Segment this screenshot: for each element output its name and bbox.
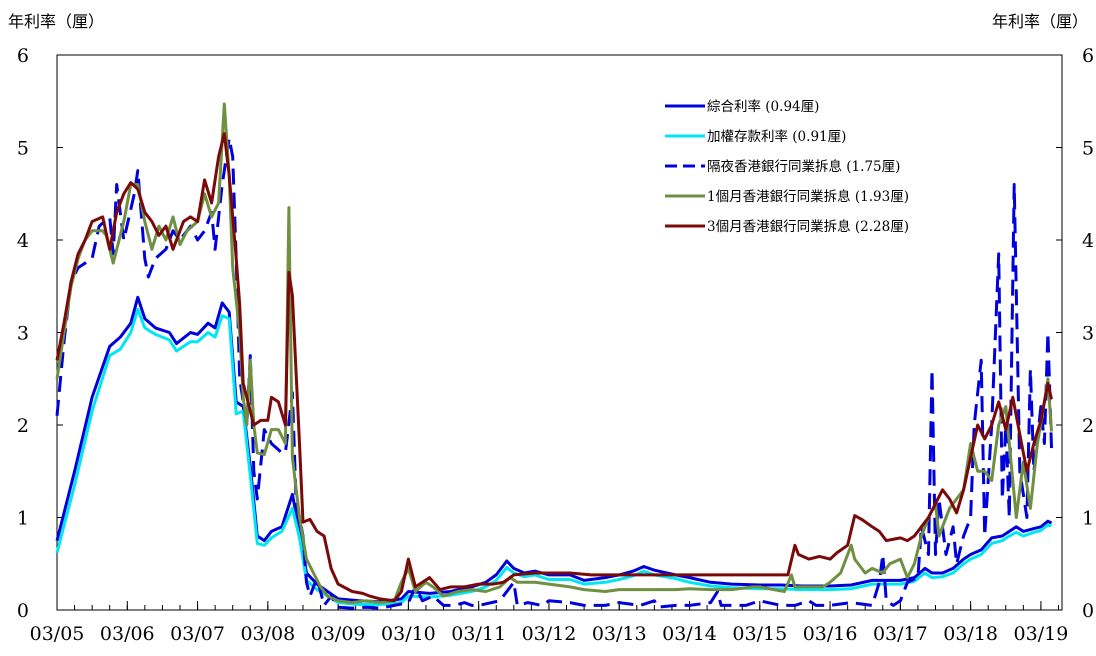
x-tick-label: 03/08	[240, 623, 295, 645]
y-tick-label-right: 3	[1082, 323, 1094, 345]
y-tick-label-right: 5	[1082, 138, 1094, 160]
x-tick-label: 03/11	[451, 623, 506, 645]
x-tick-label: 03/15	[732, 623, 787, 645]
legend-label-2: 加權存款利率 (0.91厘)	[707, 128, 846, 145]
x-tick-label: 03/10	[381, 623, 436, 645]
x-tick-label: 03/18	[943, 623, 998, 645]
y-tick-label-right: 2	[1082, 415, 1094, 437]
x-tick-label: 03/19	[1014, 623, 1069, 645]
y-tick-label-right: 1	[1082, 508, 1094, 530]
y-tick-label-right: 0	[1082, 600, 1094, 622]
x-tick-label: 03/05	[30, 623, 85, 645]
legend-label-3: 隔夜香港銀行同業拆息 (1.75厘)	[707, 158, 900, 175]
y-tick-label-left: 2	[17, 415, 29, 437]
x-tick-label: 03/12	[522, 623, 577, 645]
x-tick-label: 03/17	[873, 623, 928, 645]
series-line-3	[55, 136, 1053, 610]
x-tick-label: 03/13	[592, 623, 647, 645]
y-tick-label-left: 4	[17, 230, 29, 252]
y-tick-label-left: 5	[17, 138, 29, 160]
x-tick-label: 03/06	[100, 623, 155, 645]
y-tick-label-left: 3	[17, 323, 29, 345]
legend-label-4: 1個月香港銀行同業拆息 (1.93厘)	[707, 188, 909, 205]
x-tick-label: 03/16	[803, 623, 858, 645]
y-tick-label-left: 1	[17, 508, 29, 530]
y-tick-label-left: 6	[17, 45, 29, 67]
y-tick-label-right: 6	[1082, 45, 1094, 67]
y-axis-unit-right: 年利率（厘）	[991, 12, 1088, 31]
series-line-5	[55, 132, 1053, 603]
x-tick-label: 03/07	[170, 623, 225, 645]
legend-label-5: 3個月香港銀行同業拆息 (2.28厘)	[707, 218, 909, 235]
y-axis-unit-left: 年利率（厘）	[8, 12, 105, 31]
series-line-2	[55, 307, 1052, 606]
x-tick-label: 03/14	[662, 623, 717, 645]
legend-label-1: 綜合利率 (0.94厘)	[707, 98, 819, 115]
x-tick-label: 03/09	[311, 623, 366, 645]
series-line-1	[55, 295, 1053, 604]
y-tick-label-right: 4	[1082, 230, 1094, 252]
series-line-4	[55, 102, 1053, 605]
y-tick-label-left: 0	[17, 600, 29, 622]
